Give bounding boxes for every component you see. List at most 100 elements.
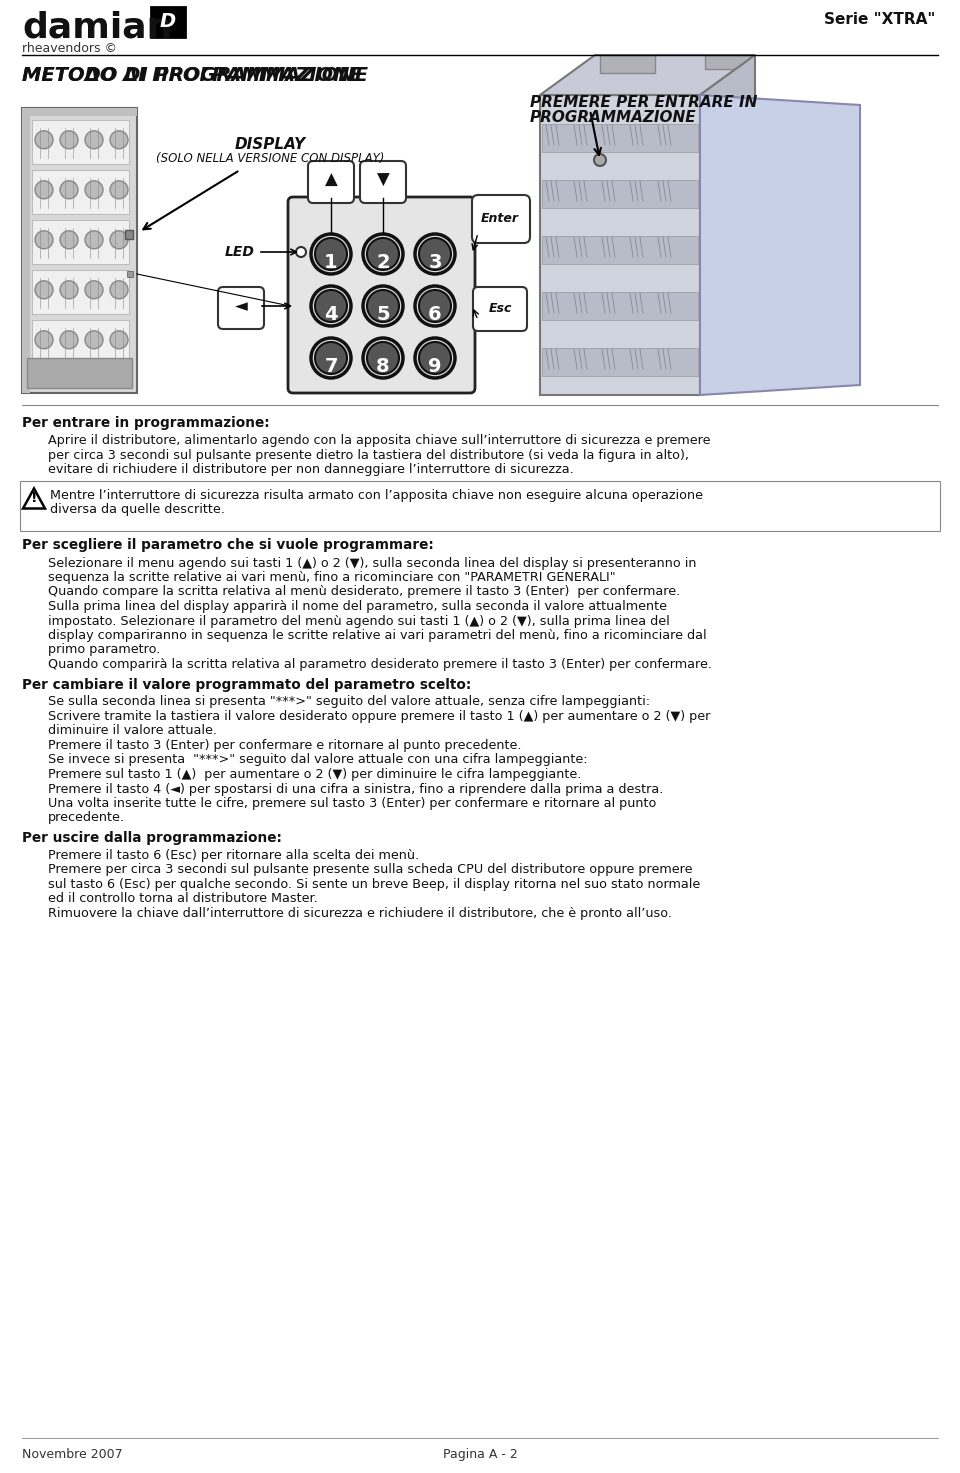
Circle shape bbox=[315, 290, 347, 323]
Circle shape bbox=[35, 181, 53, 199]
Text: 6: 6 bbox=[428, 305, 442, 324]
Circle shape bbox=[367, 239, 399, 270]
Bar bbox=[32, 320, 129, 364]
Circle shape bbox=[60, 131, 78, 149]
Text: 8: 8 bbox=[376, 356, 390, 376]
Bar bbox=[542, 180, 698, 208]
Text: !: ! bbox=[31, 491, 37, 504]
Circle shape bbox=[110, 181, 128, 199]
Bar bbox=[127, 271, 133, 277]
FancyBboxPatch shape bbox=[308, 161, 354, 203]
Text: LED: LED bbox=[226, 245, 255, 259]
Text: PREMERE PER ENTRARE IN: PREMERE PER ENTRARE IN bbox=[530, 94, 757, 110]
Bar bbox=[22, 108, 137, 116]
Text: Pagina A - 2: Pagina A - 2 bbox=[443, 1448, 517, 1461]
Circle shape bbox=[110, 281, 128, 299]
Text: (SOLO NELLA VERSIONE CON DISPLAY): (SOLO NELLA VERSIONE CON DISPLAY) bbox=[156, 152, 384, 165]
Text: Enter: Enter bbox=[481, 212, 519, 225]
FancyBboxPatch shape bbox=[288, 197, 475, 393]
Text: Premere sul tasto 1 (▲)  per aumentare o 2 (▼) per diminuire le cifra lampeggian: Premere sul tasto 1 (▲) per aumentare o … bbox=[48, 767, 582, 781]
Circle shape bbox=[35, 281, 53, 299]
Text: 5: 5 bbox=[376, 305, 390, 324]
Text: Novembre 2007: Novembre 2007 bbox=[22, 1448, 123, 1461]
Circle shape bbox=[60, 181, 78, 199]
Text: diversa da quelle descritte.: diversa da quelle descritte. bbox=[50, 502, 225, 516]
Text: Sulla prima linea del display apparirà il nome del parametro, sulla seconda il v: Sulla prima linea del display apparirà i… bbox=[48, 600, 667, 613]
Text: ▼: ▼ bbox=[376, 171, 390, 189]
Text: Premere per circa 3 secondi sul pulsante presente sulla scheda CPU del distribut: Premere per circa 3 secondi sul pulsante… bbox=[48, 863, 692, 876]
Circle shape bbox=[594, 155, 606, 166]
Text: ΜΕΤΟΔΟ ΔΙ ΠΡΟΓΡΑΜΜΑΖΙΟΝΕ: ΜΕΤΟΔΟ ΔΙ ΠΡΟΓΡΑΜΜΑΖΙΟΝΕ bbox=[22, 66, 363, 85]
Circle shape bbox=[363, 234, 403, 274]
FancyBboxPatch shape bbox=[360, 161, 406, 203]
Text: Rimuovere la chiave dall’interruttore di sicurezza e richiudere il distributore,: Rimuovere la chiave dall’interruttore di… bbox=[48, 907, 672, 921]
Circle shape bbox=[415, 337, 455, 379]
Text: 4: 4 bbox=[324, 305, 338, 324]
Circle shape bbox=[363, 286, 403, 326]
Text: diminuire il valore attuale.: diminuire il valore attuale. bbox=[48, 725, 217, 738]
Text: 2: 2 bbox=[376, 252, 390, 271]
Circle shape bbox=[367, 290, 399, 323]
Text: Quando compare la scritta relativa al menù desiderato, premere il tasto 3 (Enter: Quando compare la scritta relativa al me… bbox=[48, 585, 681, 598]
Text: 9: 9 bbox=[428, 356, 442, 376]
Circle shape bbox=[85, 281, 103, 299]
Text: PROGRAMMAZIONE: PROGRAMMAZIONE bbox=[530, 110, 697, 125]
Text: Per scegliere il parametro che si vuole programmare:: Per scegliere il parametro che si vuole … bbox=[22, 539, 434, 552]
Circle shape bbox=[315, 342, 347, 374]
Text: ed il controllo torna al distributore Master.: ed il controllo torna al distributore Ma… bbox=[48, 893, 318, 906]
Text: damian: damian bbox=[22, 10, 173, 44]
Circle shape bbox=[60, 281, 78, 299]
Text: 7: 7 bbox=[324, 356, 338, 376]
Circle shape bbox=[311, 286, 351, 326]
Circle shape bbox=[419, 239, 451, 270]
Bar bbox=[542, 236, 698, 264]
Bar bbox=[22, 108, 30, 393]
Text: precedente.: precedente. bbox=[48, 812, 125, 825]
Text: sequenza la scritte relative ai vari menù, fino a ricominciare con "PARAMETRI GE: sequenza la scritte relative ai vari men… bbox=[48, 572, 615, 583]
Circle shape bbox=[110, 131, 128, 149]
Circle shape bbox=[315, 239, 347, 270]
Circle shape bbox=[85, 181, 103, 199]
Text: Per uscire dalla programmazione:: Per uscire dalla programmazione: bbox=[22, 831, 282, 846]
Text: primo parametro.: primo parametro. bbox=[48, 644, 160, 657]
Circle shape bbox=[85, 131, 103, 149]
Bar bbox=[27, 358, 132, 387]
Bar bbox=[600, 55, 655, 74]
Circle shape bbox=[35, 331, 53, 349]
Circle shape bbox=[296, 247, 306, 256]
Circle shape bbox=[419, 290, 451, 323]
Text: ▲: ▲ bbox=[324, 171, 337, 189]
Circle shape bbox=[311, 234, 351, 274]
Text: Una volta inserite tutte le cifre, premere sul tasto 3 (Enter) per confermare e : Una volta inserite tutte le cifre, preme… bbox=[48, 797, 657, 810]
Bar bbox=[542, 292, 698, 320]
Text: Per entrare in programmazione:: Per entrare in programmazione: bbox=[22, 415, 270, 430]
Text: Se invece si presenta  "***>" seguito dal valore attuale con una cifra lampeggia: Se invece si presenta "***>" seguito dal… bbox=[48, 754, 588, 766]
Circle shape bbox=[85, 231, 103, 249]
Bar bbox=[32, 270, 129, 314]
Text: impostato. Selezionare il parametro del menù agendo sui tasti 1 (▲) o 2 (▼), sul: impostato. Selezionare il parametro del … bbox=[48, 614, 670, 627]
Text: Aprire il distributore, alimentarlo agendo con la apposita chiave sull’interrutt: Aprire il distributore, alimentarlo agen… bbox=[48, 435, 710, 446]
Polygon shape bbox=[700, 55, 755, 395]
Bar bbox=[32, 219, 129, 264]
Circle shape bbox=[363, 337, 403, 379]
Text: Esc: Esc bbox=[489, 302, 512, 315]
Text: sul tasto 6 (Esc) per qualche secondo. Si sente un breve Beep, il display ritorn: sul tasto 6 (Esc) per qualche secondo. S… bbox=[48, 878, 700, 891]
Text: per circa 3 secondi sul pulsante presente dietro la tastiera del distributore (s: per circa 3 secondi sul pulsante present… bbox=[48, 448, 689, 461]
FancyBboxPatch shape bbox=[20, 480, 940, 530]
Text: display compariranno in sequenza le scritte relative ai vari parametri del menù,: display compariranno in sequenza le scri… bbox=[48, 629, 707, 642]
Circle shape bbox=[110, 231, 128, 249]
FancyBboxPatch shape bbox=[22, 108, 137, 393]
Circle shape bbox=[311, 337, 351, 379]
Circle shape bbox=[415, 234, 455, 274]
Text: Se sulla seconda linea si presenta "***>" seguito del valore attuale, senza cifr: Se sulla seconda linea si presenta "***>… bbox=[48, 695, 650, 709]
FancyBboxPatch shape bbox=[472, 194, 530, 243]
Text: Selezionare il menu agendo sui tasti 1 (▲) o 2 (▼), sulla seconda linea del disp: Selezionare il menu agendo sui tasti 1 (… bbox=[48, 557, 697, 570]
Polygon shape bbox=[700, 94, 860, 395]
Text: Premere il tasto 4 (◄) per spostarsi di una cifra a sinistra, fino a riprendere : Premere il tasto 4 (◄) per spostarsi di … bbox=[48, 782, 663, 795]
Text: DISPLAY: DISPLAY bbox=[234, 137, 305, 152]
Polygon shape bbox=[23, 489, 45, 508]
FancyBboxPatch shape bbox=[218, 287, 264, 328]
Text: ◄: ◄ bbox=[234, 298, 248, 315]
Bar bbox=[542, 348, 698, 376]
Text: Per cambiare il valore programmato del parametro scelto:: Per cambiare il valore programmato del p… bbox=[22, 678, 471, 691]
